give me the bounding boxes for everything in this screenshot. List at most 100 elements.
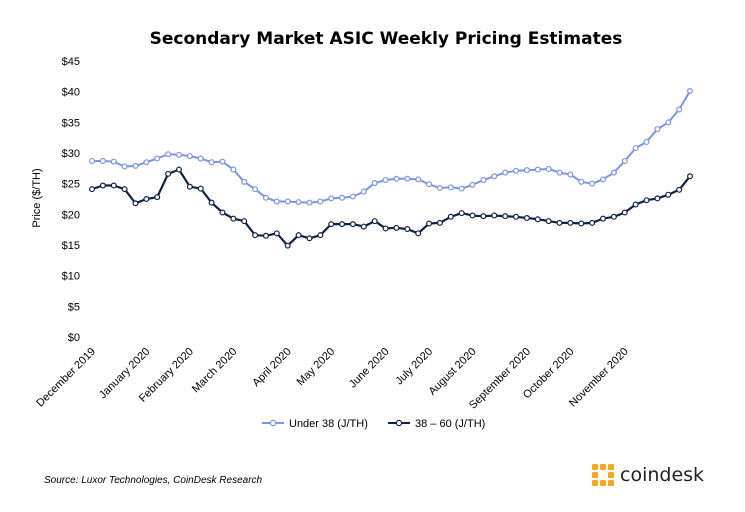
data-point [230,166,237,173]
legend-swatch-marker [395,419,403,427]
data-point [545,218,552,225]
legend-swatch-marker [269,419,277,427]
data-point [165,151,172,158]
data-point [654,126,661,133]
data-point [480,176,487,183]
data-point [589,219,596,226]
data-point [360,188,367,195]
data-point [154,194,161,201]
data-point [404,226,411,233]
data-point [186,183,193,190]
data-point [415,176,422,183]
data-point [382,176,389,183]
data-point [88,186,95,193]
legend-label: 38 – 60 (J/TH) [415,418,485,430]
data-point [273,198,280,205]
data-point [393,224,400,231]
chart-title: Secondary Market ASIC Weekly Pricing Est… [150,29,623,49]
y-tick-label: $35 [62,117,80,129]
data-point [295,232,302,239]
series-1 [88,88,693,206]
data-point [262,232,269,239]
data-point [589,180,596,187]
data-point [610,213,617,220]
data-point [132,162,139,169]
data-point [513,167,520,174]
y-axis-label: Price ($/TH) [31,168,43,227]
data-point [458,210,465,217]
data-point [686,88,693,95]
legend-label: Under 38 (J/TH) [289,418,368,430]
y-tick-label: $25 [62,179,80,191]
data-point [186,153,193,160]
data-point [317,232,324,239]
y-tick-label: $30 [62,148,80,160]
data-point [665,119,672,126]
data-point [197,155,204,162]
plot-area [88,88,693,249]
x-tick-label: November 2020 [567,346,631,410]
x-tick-label: April 2020 [250,346,294,390]
data-point [426,220,433,227]
data-point [154,155,161,162]
data-point [165,170,172,177]
data-point [491,173,498,180]
data-point [230,215,237,222]
data-point [556,169,563,176]
coindesk-logo-text: coindesk [620,464,705,486]
data-point [328,195,335,202]
data-point [371,218,378,225]
data-point [241,218,248,225]
data-point [284,242,291,249]
data-point [252,186,259,193]
data-point [349,221,356,228]
y-tick-label: $10 [62,271,80,283]
data-point [121,163,128,170]
legend-item-2: 38 – 60 (J/TH) [388,418,485,430]
data-point [534,166,541,173]
legend: Under 38 (J/TH) 38 – 60 (J/TH) [262,418,485,430]
data-point [360,223,367,230]
data-point [317,198,324,205]
data-point [110,182,117,189]
data-point [523,167,530,174]
data-point [121,186,128,193]
data-point [99,182,106,189]
y-tick-label: $0 [68,332,80,344]
data-point [436,184,443,191]
data-point [654,195,661,202]
coindesk-logo: coindesk [592,464,704,486]
data-point [306,235,313,242]
y-tick-label: $45 [62,56,80,68]
x-tick-label: March 2020 [190,346,240,396]
data-point [339,194,346,201]
data-point [447,184,454,191]
data-point [600,176,607,183]
data-point [643,138,650,145]
data-point [197,185,204,192]
y-tick-label: $15 [62,240,80,252]
data-point [88,157,95,164]
x-tick-label: December 2019 [34,346,98,410]
data-point [426,181,433,188]
data-point [621,157,628,164]
data-point [339,221,346,228]
data-point [349,193,356,200]
data-point [502,169,509,176]
x-tick-label: July 2020 [393,346,435,388]
data-point [262,194,269,201]
data-point [676,106,683,113]
data-point [643,197,650,204]
data-point [469,212,476,219]
data-point [436,219,443,226]
data-point [328,221,335,228]
data-point [578,220,585,227]
data-point [175,151,182,158]
data-point [556,219,563,226]
data-point [610,169,617,176]
data-point [219,209,226,216]
data-point [219,158,226,165]
data-point [132,200,139,207]
